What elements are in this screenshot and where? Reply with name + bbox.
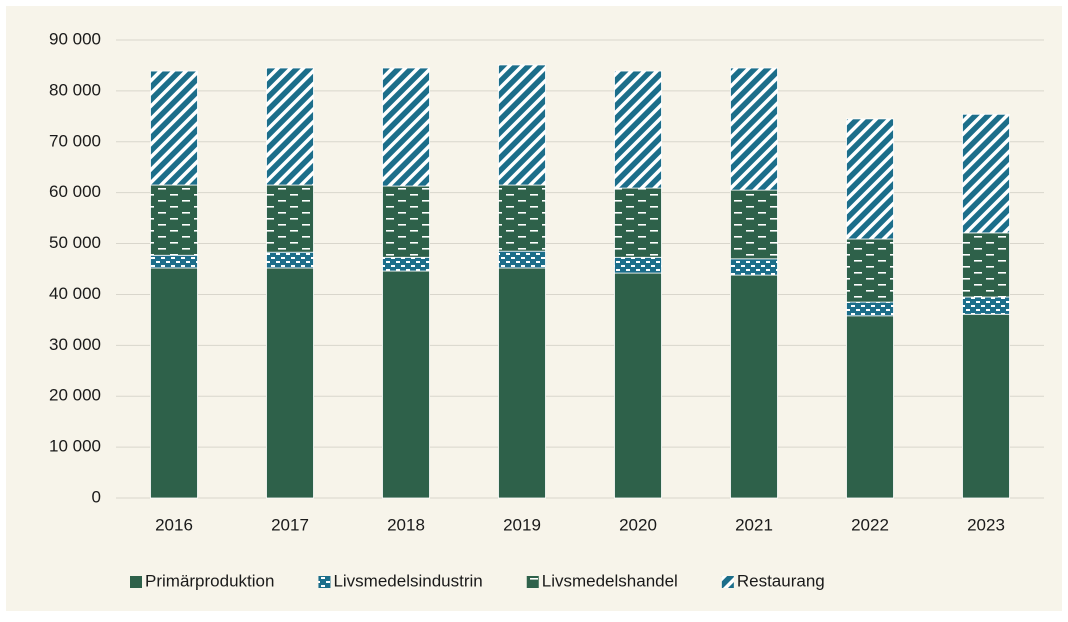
- bar-segment: [150, 254, 198, 269]
- y-tick-label: 0: [92, 487, 101, 506]
- bar-segment: [962, 113, 1010, 234]
- x-tick-label: 2018: [387, 515, 425, 534]
- bar-segment: [150, 70, 198, 186]
- bar-segment: [614, 187, 662, 258]
- legend-swatch: [526, 576, 539, 588]
- x-tick-label: 2019: [503, 515, 541, 534]
- legend-swatch: [318, 576, 331, 588]
- bar-segment: [382, 67, 430, 187]
- bar-segment: [266, 67, 314, 186]
- x-tick-label: 2023: [967, 515, 1005, 534]
- y-tick-label: 50 000: [49, 233, 101, 252]
- y-tick-label: 10 000: [49, 437, 101, 456]
- bar-segment: [498, 184, 546, 252]
- bar-segment: [846, 238, 894, 303]
- y-tick-label: 40 000: [49, 284, 101, 303]
- legend-label: Primärproduktion: [145, 571, 274, 590]
- x-tick-label: 2016: [155, 515, 193, 534]
- y-tick-label: 90 000: [49, 29, 101, 48]
- legend-label: Restaurang: [737, 571, 825, 590]
- bar-segment: [730, 67, 778, 191]
- y-tick-label: 80 000: [49, 80, 101, 99]
- bar-segment: [962, 232, 1010, 298]
- bar-segment: [498, 64, 546, 186]
- bar-segment: [266, 251, 314, 269]
- bar-segment: [846, 315, 894, 499]
- bar-segment: [382, 185, 430, 258]
- bar-segment: [730, 189, 778, 260]
- y-tick-label: 30 000: [49, 335, 101, 354]
- legend-swatch: [721, 576, 734, 588]
- y-tick-label: 60 000: [49, 182, 101, 201]
- x-tick-label: 2021: [735, 515, 773, 534]
- bar-segment: [614, 256, 662, 274]
- bar-segment: [730, 258, 778, 276]
- bar-segment: [614, 70, 662, 189]
- y-tick-label: 70 000: [49, 131, 101, 150]
- bar-segment: [150, 184, 198, 256]
- x-tick-label: 2022: [851, 515, 889, 534]
- bar-segment: [730, 274, 778, 499]
- bar-segment: [266, 267, 314, 499]
- bar-segment: [382, 270, 430, 499]
- legend-swatch: [130, 576, 142, 588]
- bar-segment: [846, 301, 894, 317]
- bar-segment: [498, 267, 546, 499]
- x-tick-label: 2020: [619, 515, 657, 534]
- y-tick-label: 20 000: [49, 386, 101, 405]
- bar-segment: [614, 272, 662, 499]
- bar-segment: [266, 184, 314, 253]
- bar-segment: [498, 250, 546, 269]
- bar-segment: [382, 256, 430, 272]
- bar-segment: [962, 296, 1010, 315]
- x-tick-label: 2017: [271, 515, 309, 534]
- bar-segment: [846, 118, 894, 240]
- legend-label: Livsmedelshandel: [542, 571, 678, 590]
- bar-segment: [150, 267, 198, 499]
- legend-label: Livsmedelsindustrin: [333, 571, 482, 590]
- bar-segment: [962, 313, 1010, 499]
